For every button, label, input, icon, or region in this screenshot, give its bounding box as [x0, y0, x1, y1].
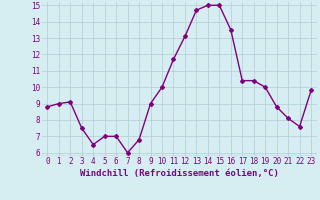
X-axis label: Windchill (Refroidissement éolien,°C): Windchill (Refroidissement éolien,°C): [80, 169, 279, 178]
